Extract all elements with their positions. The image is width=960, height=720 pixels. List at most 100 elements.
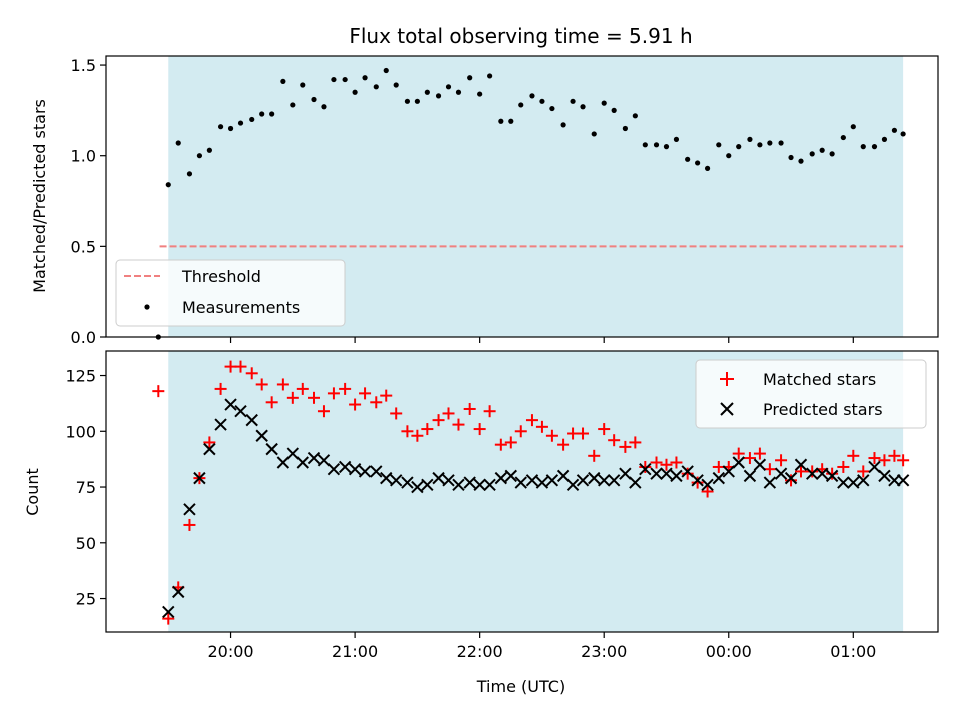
measurement-point xyxy=(612,108,617,113)
measurement-point xyxy=(654,142,659,147)
count-legend: Matched stars Predicted stars xyxy=(696,360,926,428)
measurement-point xyxy=(539,99,544,104)
matched-legend-label: Matched stars xyxy=(763,370,876,389)
measurement-point xyxy=(810,151,815,156)
measurement-point xyxy=(384,68,389,73)
x-axis-label: Time (UTC) xyxy=(476,677,565,696)
measurement-point xyxy=(705,166,710,171)
measurement-point xyxy=(602,101,607,106)
measurement-point xyxy=(861,144,866,149)
y-tick-label: 50 xyxy=(76,534,96,553)
measurement-point xyxy=(394,82,399,87)
y-tick-label: 1.0 xyxy=(71,147,96,166)
threshold-legend-label: Threshold xyxy=(181,267,261,286)
measurement-point xyxy=(767,140,772,145)
measurement-point xyxy=(487,73,492,78)
measurement-point xyxy=(872,144,877,149)
measurement-point xyxy=(570,99,575,104)
y-tick-label: 100 xyxy=(65,422,96,441)
ratio-y-axis-label: Matched/Predicted stars xyxy=(30,99,49,293)
measurement-point xyxy=(436,93,441,98)
ratio-panel: 0.0 0.5 1.0 1.5 Matched/Predicted stars Thr… xyxy=(30,56,938,347)
measurement-point xyxy=(228,126,233,131)
measurement-point xyxy=(685,157,690,162)
measurement-point xyxy=(726,153,731,158)
measurement-point xyxy=(477,91,482,96)
x-tick-label: 00:00 xyxy=(706,642,752,661)
measurement-point xyxy=(830,151,835,156)
measurement-point xyxy=(331,77,336,82)
y-tick-label: 25 xyxy=(76,590,96,609)
measurements-legend-label: Measurements xyxy=(182,298,300,317)
measurement-point xyxy=(456,90,461,95)
measurement-point xyxy=(788,155,793,160)
measurement-point xyxy=(166,182,171,187)
measurement-point xyxy=(446,84,451,89)
measurement-point xyxy=(633,113,638,118)
measurement-point xyxy=(207,148,212,153)
measurement-point xyxy=(425,90,430,95)
x-tick-label: 21:00 xyxy=(332,642,378,661)
measurement-point xyxy=(716,142,721,147)
measurement-point xyxy=(561,122,566,127)
y-tick-label: 0.0 xyxy=(71,328,96,347)
count-panel: 25 50 75 100 125 20:00 21:00 22:00 23:00 00:00 01:… xyxy=(23,351,938,661)
measurement-point xyxy=(321,104,326,109)
x-tick-label: 22:00 xyxy=(457,642,503,661)
measurement-point xyxy=(820,148,825,153)
measurement-point xyxy=(498,119,503,124)
measurement-point xyxy=(529,93,534,98)
measurement-point xyxy=(280,79,285,84)
chart-title: Flux total observing time = 5.91 h xyxy=(349,24,692,48)
measurement-point xyxy=(353,90,358,95)
measurement-point xyxy=(187,171,192,176)
measurement-point xyxy=(238,120,243,125)
measurement-point xyxy=(623,126,628,131)
measurement-point xyxy=(892,128,897,133)
measurement-point xyxy=(592,131,597,136)
measurement-point xyxy=(882,137,887,142)
x-tick-label: 20:00 xyxy=(207,642,253,661)
ratio-legend: Threshold Measurements xyxy=(116,260,345,326)
x-tick-label: 23:00 xyxy=(581,642,627,661)
measurement-point xyxy=(851,124,856,129)
measurement-point xyxy=(549,106,554,111)
measurement-point xyxy=(508,119,513,124)
measurement-point xyxy=(343,77,348,82)
measurement-point xyxy=(518,102,523,107)
measurement-point xyxy=(362,75,367,80)
measurement-point xyxy=(841,135,846,140)
measurement-point xyxy=(415,99,420,104)
measurement-point xyxy=(778,140,783,145)
measurement-point xyxy=(674,137,679,142)
measurement-point xyxy=(249,117,254,122)
chart-figure: Flux total observing time = 5.91 h 0.00.… xyxy=(0,0,960,720)
y-tick-label: 1.5 xyxy=(71,56,96,75)
measurement-point xyxy=(259,111,264,116)
measurement-point xyxy=(467,75,472,80)
measurement-point xyxy=(311,97,316,102)
measurement-point xyxy=(176,140,181,145)
y-tick-label: 0.5 xyxy=(71,237,96,256)
matched-star-point xyxy=(152,385,164,397)
x-tick-label: 01:00 xyxy=(830,642,876,661)
measurement-point xyxy=(901,131,906,136)
measurement-point xyxy=(757,142,762,147)
measurement-point xyxy=(664,144,669,149)
measurement-point xyxy=(643,142,648,147)
y-tick-label: 75 xyxy=(76,478,96,497)
measurement-point xyxy=(269,111,274,116)
measurement-point xyxy=(197,153,202,158)
measurement-point xyxy=(798,159,803,164)
measurement-point xyxy=(218,124,223,129)
measurement-point xyxy=(580,104,585,109)
measurement-point xyxy=(290,102,295,107)
measurement-point xyxy=(747,137,752,142)
measurement-point xyxy=(736,144,741,149)
count-y-axis-label: Count xyxy=(23,468,42,516)
measurements-legend-swatch xyxy=(144,304,149,309)
measurement-point xyxy=(374,84,379,89)
measurement-point xyxy=(695,160,700,165)
predicted-legend-label: Predicted stars xyxy=(763,400,883,419)
y-tick-label: 125 xyxy=(65,367,96,386)
